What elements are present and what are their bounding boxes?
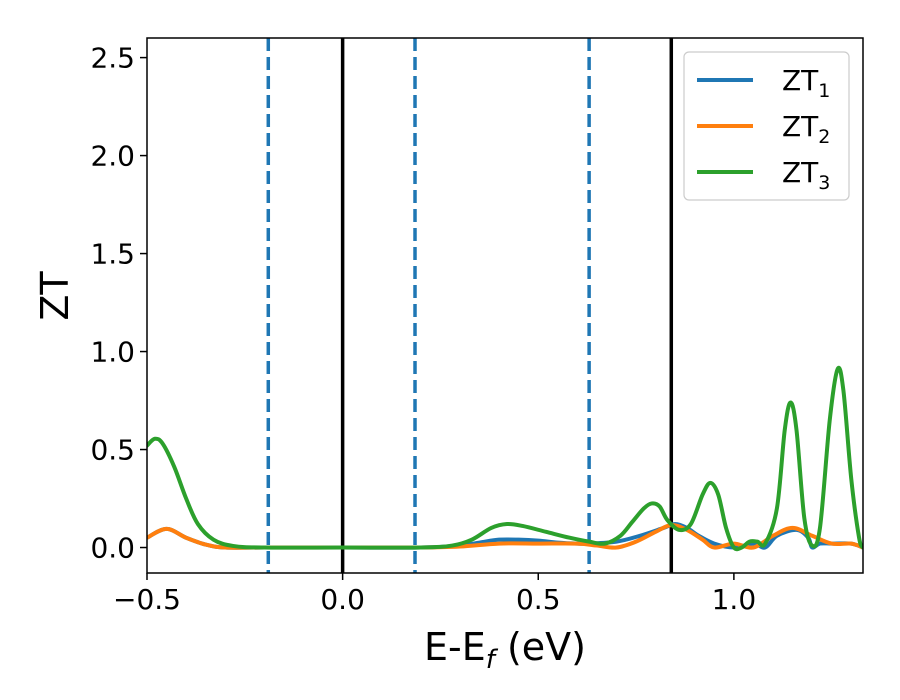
x-axis-title-main: E-E	[424, 625, 486, 669]
legend: ZT1 ZT2 ZT3	[683, 51, 850, 201]
x-axis-title-unit: (eV)	[495, 625, 586, 669]
legend-label-zt1: ZT1	[782, 64, 830, 102]
y-tick-label: 2.5	[90, 42, 135, 75]
plot-area	[147, 38, 863, 573]
y-tick-label: 1.5	[90, 238, 135, 271]
legend-label-zt3: ZT3	[782, 156, 830, 194]
plot-contents	[147, 38, 863, 573]
y-tick-label: 2.0	[90, 140, 135, 173]
x-tick-label: 0.5	[516, 583, 561, 616]
x-tick-label: 1.0	[712, 583, 757, 616]
y-tick-label: 0.5	[90, 434, 135, 467]
series-line-zt3	[147, 365, 863, 552]
legend-label-zt2: ZT2	[782, 110, 830, 148]
x-tick-label: 0.0	[320, 583, 365, 616]
y-tick-label: 1.0	[90, 336, 135, 369]
y-axis-title: ZT	[33, 271, 77, 321]
axes-frame	[146, 37, 864, 574]
axes: −0.5 0.0 0.5 1.0 0.0 0.5 1.0 1.5 2.0 2.5	[90, 37, 864, 616]
x-axis-title: E-Ef (eV)	[424, 625, 586, 675]
legend-box	[683, 51, 850, 201]
y-tick-label: 0.0	[90, 532, 135, 565]
x-tick-label: −0.5	[113, 583, 181, 616]
